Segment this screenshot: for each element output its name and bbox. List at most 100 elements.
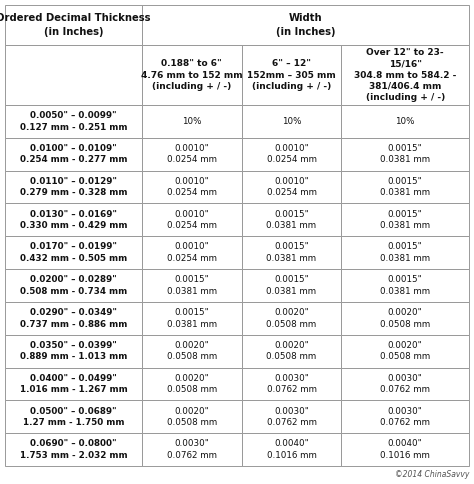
Bar [341, 433, 469, 466]
Text: 0.0020"
0.0508 mm: 0.0020" 0.0508 mm [266, 308, 317, 329]
Bar [242, 367, 341, 400]
Bar [242, 203, 341, 236]
Text: Width
(in Inches): Width (in Inches) [276, 14, 335, 37]
Bar [5, 45, 142, 105]
Bar [242, 105, 341, 138]
Bar [242, 45, 341, 105]
Text: 0.0290" – 0.0349"
0.737 mm - 0.886 mm: 0.0290" – 0.0349" 0.737 mm - 0.886 mm [20, 308, 127, 329]
Text: 6" – 12"
152mm – 305 mm
(including + / -): 6" – 12" 152mm – 305 mm (including + / -… [247, 59, 336, 91]
Bar [341, 105, 469, 138]
Text: 0.0110" – 0.0129"
0.279 mm - 0.328 mm: 0.0110" – 0.0129" 0.279 mm - 0.328 mm [20, 177, 127, 197]
Text: 0.188" to 6"
4.76 mm to 152 mm
(including + / -): 0.188" to 6" 4.76 mm to 152 mm (includin… [141, 59, 243, 91]
Bar [142, 400, 242, 433]
Bar [341, 367, 469, 400]
Bar [242, 433, 341, 466]
Text: 0.0040"
0.1016 mm: 0.0040" 0.1016 mm [380, 439, 430, 460]
Bar [341, 400, 469, 433]
Text: 0.0350" – 0.0399"
0.889 mm - 1.013 mm: 0.0350" – 0.0399" 0.889 mm - 1.013 mm [20, 341, 127, 362]
Text: 0.0200" – 0.0289"
0.508 mm - 0.734 mm: 0.0200" – 0.0289" 0.508 mm - 0.734 mm [20, 275, 127, 296]
Text: 0.0015"
0.0381 mm: 0.0015" 0.0381 mm [266, 210, 317, 230]
Bar [341, 45, 469, 105]
Text: 0.0400" – 0.0499"
1.016 mm - 1.267 mm: 0.0400" – 0.0499" 1.016 mm - 1.267 mm [19, 374, 128, 394]
Bar [142, 138, 242, 171]
Text: 0.0100" – 0.0109"
0.254 mm - 0.277 mm: 0.0100" – 0.0109" 0.254 mm - 0.277 mm [20, 144, 127, 165]
Bar [242, 171, 341, 203]
Text: 0.0690" – 0.0800"
1.753 mm - 2.032 mm: 0.0690" – 0.0800" 1.753 mm - 2.032 mm [19, 439, 127, 460]
Bar [142, 302, 242, 335]
Bar [5, 236, 142, 269]
Text: 0.0015"
0.0381 mm: 0.0015" 0.0381 mm [266, 275, 317, 296]
Text: ©2014 ChinaSavvy: ©2014 ChinaSavvy [395, 470, 469, 479]
Text: 0.0015"
0.0381 mm: 0.0015" 0.0381 mm [380, 242, 430, 263]
Text: 0.0020"
0.0508 mm: 0.0020" 0.0508 mm [380, 341, 430, 362]
Text: 0.0030"
0.0762 mm: 0.0030" 0.0762 mm [380, 407, 430, 427]
Bar [242, 269, 341, 302]
Bar [142, 105, 242, 138]
Bar [142, 335, 242, 367]
Text: Ordered Decimal Thickness
(in Inches): Ordered Decimal Thickness (in Inches) [0, 14, 151, 37]
Text: 0.0020"
0.0508 mm: 0.0020" 0.0508 mm [167, 341, 217, 362]
Bar [142, 5, 469, 45]
Bar [341, 269, 469, 302]
Bar [142, 45, 242, 105]
Text: 0.0015"
0.0381 mm: 0.0015" 0.0381 mm [380, 177, 430, 197]
Bar [5, 105, 142, 138]
Text: 0.0040"
0.1016 mm: 0.0040" 0.1016 mm [266, 439, 317, 460]
Bar [242, 302, 341, 335]
Text: 0.0500" – 0.0689"
1.27 mm - 1.750 mm: 0.0500" – 0.0689" 1.27 mm - 1.750 mm [23, 407, 124, 427]
Text: 0.0020"
0.0508 mm: 0.0020" 0.0508 mm [167, 374, 217, 394]
Text: 0.0020"
0.0508 mm: 0.0020" 0.0508 mm [266, 341, 317, 362]
Bar [142, 203, 242, 236]
Text: 0.0030"
0.0762 mm: 0.0030" 0.0762 mm [167, 439, 217, 460]
Text: 0.0010"
0.0254 mm: 0.0010" 0.0254 mm [167, 177, 217, 197]
Bar [142, 269, 242, 302]
Bar [242, 236, 341, 269]
Text: 0.0015"
0.0381 mm: 0.0015" 0.0381 mm [266, 242, 317, 263]
Text: 10%: 10% [182, 117, 201, 126]
Bar [142, 367, 242, 400]
Bar [142, 236, 242, 269]
Bar [5, 203, 142, 236]
Bar [5, 5, 142, 45]
Bar [341, 203, 469, 236]
Bar [341, 236, 469, 269]
Text: 0.0130" – 0.0169"
0.330 mm - 0.429 mm: 0.0130" – 0.0169" 0.330 mm - 0.429 mm [20, 210, 127, 230]
Bar [5, 269, 142, 302]
Text: 10%: 10% [395, 117, 415, 126]
Bar [341, 302, 469, 335]
Text: 0.0010"
0.0254 mm: 0.0010" 0.0254 mm [266, 144, 317, 165]
Bar [5, 367, 142, 400]
Bar [341, 335, 469, 367]
Text: Over 12" to 23-
15/16"
304.8 mm to 584.2 -
381/406.4 mm
(including + / -): Over 12" to 23- 15/16" 304.8 mm to 584.2… [354, 47, 456, 103]
Text: 0.0010"
0.0254 mm: 0.0010" 0.0254 mm [167, 242, 217, 263]
Bar [242, 138, 341, 171]
Text: 0.0010"
0.0254 mm: 0.0010" 0.0254 mm [167, 144, 217, 165]
Bar [5, 171, 142, 203]
Bar [242, 400, 341, 433]
Text: 0.0015"
0.0381 mm: 0.0015" 0.0381 mm [380, 275, 430, 296]
Bar [5, 302, 142, 335]
Bar [5, 433, 142, 466]
Text: 0.0030"
0.0762 mm: 0.0030" 0.0762 mm [380, 374, 430, 394]
Bar [142, 433, 242, 466]
Bar [142, 171, 242, 203]
Bar [5, 138, 142, 171]
Bar [341, 138, 469, 171]
Text: 0.0015"
0.0381 mm: 0.0015" 0.0381 mm [380, 210, 430, 230]
Bar [242, 335, 341, 367]
Text: 0.0050" – 0.0099"
0.127 mm - 0.251 mm: 0.0050" – 0.0099" 0.127 mm - 0.251 mm [20, 111, 127, 132]
Bar [341, 171, 469, 203]
Text: 0.0170" – 0.0199"
0.432 mm - 0.505 mm: 0.0170" – 0.0199" 0.432 mm - 0.505 mm [20, 242, 127, 263]
Text: 0.0015"
0.0381 mm: 0.0015" 0.0381 mm [167, 308, 217, 329]
Text: 0.0020"
0.0508 mm: 0.0020" 0.0508 mm [380, 308, 430, 329]
Text: 0.0030"
0.0762 mm: 0.0030" 0.0762 mm [266, 407, 317, 427]
Text: 0.0010"
0.0254 mm: 0.0010" 0.0254 mm [167, 210, 217, 230]
Text: 0.0020"
0.0508 mm: 0.0020" 0.0508 mm [167, 407, 217, 427]
Text: 0.0015"
0.0381 mm: 0.0015" 0.0381 mm [167, 275, 217, 296]
Text: 0.0015"
0.0381 mm: 0.0015" 0.0381 mm [380, 144, 430, 165]
Text: 0.0010"
0.0254 mm: 0.0010" 0.0254 mm [266, 177, 317, 197]
Text: 0.0030"
0.0762 mm: 0.0030" 0.0762 mm [266, 374, 317, 394]
Bar [5, 335, 142, 367]
Text: 10%: 10% [282, 117, 301, 126]
Bar [5, 400, 142, 433]
